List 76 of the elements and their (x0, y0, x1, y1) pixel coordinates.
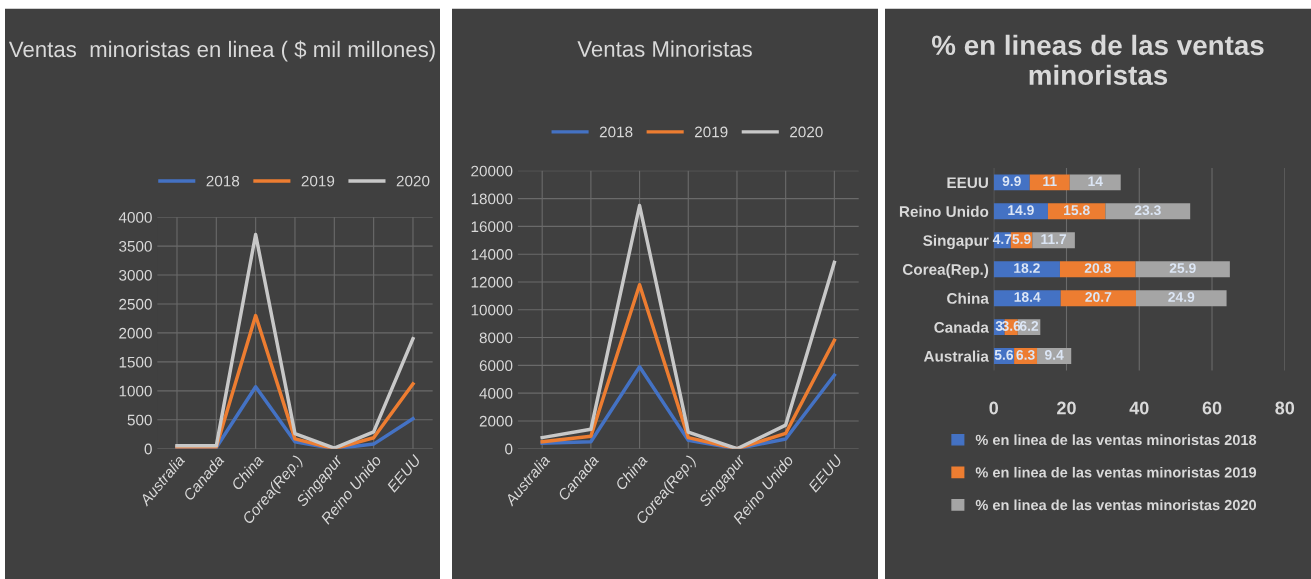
data-label: 18.2 (1014, 263, 1040, 273)
bar (1059, 261, 1136, 278)
y-tick-label: 500 (127, 414, 152, 426)
bar (1029, 174, 1070, 191)
data-label: 24.9 (1168, 292, 1195, 302)
y-tick-label: 16000 (471, 221, 513, 233)
legend-label: 2019 (694, 126, 728, 138)
x-tick-label: 80 (1275, 401, 1295, 415)
legend-label: % en linea de las ventas minoristas 2019 (975, 466, 1257, 478)
bar (993, 203, 1048, 220)
legend-label: 2018 (599, 126, 633, 138)
bar (1135, 290, 1227, 307)
chart-title: % en lineas de las ventas minoristas (931, 34, 1264, 86)
data-label: 18.4 (1014, 292, 1041, 302)
data-label: 20.8 (1084, 263, 1111, 273)
line-series (540, 203, 837, 449)
data-label: 9.9 (1002, 176, 1021, 187)
chart-title: Ventas Minoristas (577, 40, 752, 57)
y-tick-label: 2000 (479, 415, 513, 427)
bar (1135, 261, 1230, 278)
line-series (540, 283, 837, 449)
data-label: 14 (1088, 176, 1103, 186)
legend-label: 2020 (396, 175, 430, 187)
y-tick-label: 0 (505, 443, 513, 455)
chart-title: Ventas minoristas en linea ( $ mil millones) (8, 40, 435, 62)
y-tick-label: 8000 (479, 332, 513, 344)
x-tick-label: 60 (1202, 401, 1222, 415)
y-tick-label: Singapur (923, 234, 989, 250)
y-tick-label: China (947, 292, 989, 304)
y-tick-label: 2000 (119, 327, 152, 339)
y-tick-label: 10000 (471, 304, 513, 316)
legend-label: 2020 (790, 126, 823, 138)
y-tick-label: 12000 (471, 276, 513, 288)
y-tick-label: 1000 (119, 385, 152, 397)
data-label: 14.9 (1008, 205, 1034, 216)
data-label: 11.7 (1041, 234, 1067, 244)
y-tick-label: 1500 (119, 356, 152, 368)
y-tick-label: Corea(Rep.) (902, 263, 989, 278)
y-tick-label: 20000 (471, 165, 513, 177)
data-label: 23.3 (1134, 205, 1161, 216)
y-tick-label: 18000 (471, 193, 513, 205)
data-label: 5.6 (994, 349, 1014, 360)
legend-label: % en linea de las ventas minoristas 2020 (975, 499, 1257, 511)
y-tick-label: Australia (923, 350, 989, 362)
y-tick-label: 3500 (119, 240, 152, 252)
x-tick-label: 40 (1129, 401, 1149, 415)
y-tick-label: 2500 (119, 298, 152, 310)
y-tick-label: 4000 (479, 388, 513, 399)
legend-label: 2018 (206, 175, 240, 187)
legend-label: 2019 (301, 175, 335, 187)
y-tick-label: 6000 (479, 360, 513, 372)
bar (1069, 174, 1121, 191)
x-tick-label: 20 (1057, 401, 1076, 415)
legend-label: % en linea de las ventas minoristas 2018 (975, 434, 1257, 446)
y-tick-label: 14000 (471, 249, 513, 260)
x-tick-label: 0 (989, 401, 999, 415)
data-label: 6.3 (1016, 349, 1035, 360)
y-tick-label: Canada (934, 321, 989, 333)
bar (993, 261, 1060, 278)
y-tick-label: 3000 (119, 269, 152, 281)
bar (1060, 290, 1136, 307)
bar (1105, 203, 1191, 220)
data-label: 5.9 (1012, 234, 1031, 245)
y-tick-label: 4000 (118, 211, 152, 223)
data-label: 25.9 (1169, 263, 1196, 273)
y-tick-label: 0 (144, 443, 152, 455)
data-label: 20.7 (1085, 292, 1112, 302)
data-label: 15.8 (1064, 205, 1090, 216)
bar (993, 290, 1061, 307)
data-label: 9.4 (1044, 349, 1064, 360)
data-label: 3 (995, 321, 1003, 331)
y-tick-label: Reino Unido (899, 205, 989, 218)
y-tick-label: EEUU (947, 177, 988, 189)
line-series (175, 232, 415, 449)
data-label: 11 (1043, 176, 1057, 186)
data-label: 6.2 (1019, 321, 1039, 331)
